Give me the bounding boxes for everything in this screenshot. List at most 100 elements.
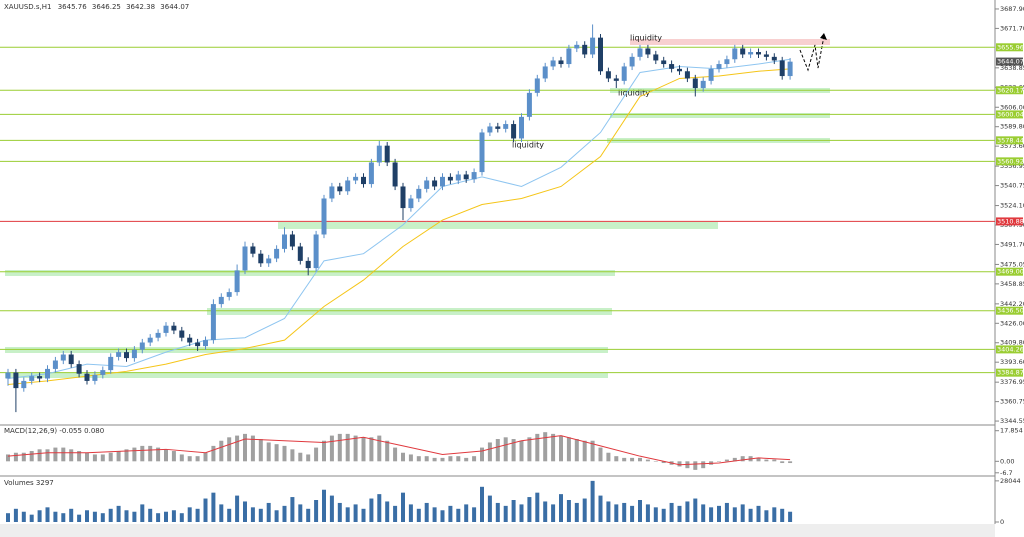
candle-body — [195, 342, 201, 347]
candle-body — [400, 186, 406, 209]
bar — [45, 449, 50, 462]
chart-title: XAUUSD.s,H1 3645.76 3646.25 3642.38 3644… — [4, 3, 189, 11]
current-price-bg — [996, 57, 1023, 66]
candle-body — [250, 246, 256, 254]
candle-body — [5, 372, 11, 379]
bar — [622, 457, 627, 462]
bar — [551, 433, 556, 462]
bar — [566, 500, 571, 522]
candle-body — [732, 48, 738, 60]
y-tick-label: 3360.75 — [1000, 398, 1024, 406]
bar — [693, 461, 698, 470]
bar — [464, 504, 469, 522]
bar — [306, 454, 311, 462]
bar — [606, 501, 611, 522]
candle-body — [313, 234, 319, 269]
bar — [219, 504, 224, 522]
bar — [740, 504, 745, 522]
level-label: 3620.17 — [997, 86, 1024, 94]
bar — [511, 439, 516, 462]
candle-body — [147, 337, 153, 343]
level-label-bg — [996, 86, 1023, 95]
level-label: 3384.87 — [997, 369, 1024, 377]
bar — [92, 511, 97, 522]
candle-body — [447, 176, 453, 181]
bar — [653, 507, 658, 522]
bar — [645, 459, 650, 462]
bar — [179, 513, 184, 522]
bar — [606, 452, 611, 462]
bar — [13, 452, 18, 462]
current-price-label: 3644.07 — [997, 58, 1024, 66]
level-label: 3469.00 — [997, 268, 1024, 276]
bar — [764, 510, 769, 522]
y-tick-label: 3458.85 — [1000, 280, 1024, 288]
bar — [329, 495, 334, 522]
bar — [495, 502, 500, 522]
level-label: 3404.26 — [997, 345, 1024, 353]
bar — [227, 508, 232, 522]
bar — [527, 437, 532, 462]
bar — [314, 500, 319, 522]
demand-zone — [5, 373, 608, 378]
bar — [298, 452, 303, 462]
candle-body — [37, 376, 43, 379]
candle-body — [155, 332, 161, 338]
bar — [788, 511, 793, 522]
bar — [614, 504, 619, 522]
candle-body — [187, 337, 193, 343]
bar — [780, 461, 785, 464]
bar — [717, 505, 721, 522]
candle-body — [84, 373, 90, 381]
bar — [108, 452, 113, 462]
candle-body — [724, 59, 730, 65]
candle-body — [266, 258, 272, 264]
bar — [179, 454, 184, 462]
bar — [416, 508, 421, 522]
bar — [282, 445, 287, 462]
bar — [361, 437, 366, 462]
candle-body — [226, 292, 232, 297]
bar — [329, 435, 334, 462]
bar — [148, 508, 153, 522]
bar — [622, 502, 627, 522]
bar — [100, 454, 105, 462]
bar — [472, 507, 477, 522]
bar — [148, 445, 153, 462]
bar — [61, 447, 66, 462]
bar — [29, 514, 34, 522]
bar — [266, 502, 271, 522]
candle-body — [124, 352, 129, 359]
candle-body — [100, 370, 106, 375]
bar — [740, 456, 745, 462]
candle-body — [21, 380, 27, 389]
candle-body — [45, 368, 50, 379]
candle-body — [495, 126, 501, 129]
demand-zone — [5, 347, 608, 353]
candle-body — [321, 198, 327, 235]
bar — [274, 444, 279, 462]
y-tick-label: 3491.70 — [1000, 240, 1024, 248]
level-label: 3600.04 — [997, 110, 1024, 118]
quote-open: 3645.76 — [58, 3, 87, 11]
candle-body — [787, 61, 793, 77]
bar — [582, 440, 587, 462]
bar — [401, 492, 405, 522]
y-tick-label: 3573.60 — [1000, 142, 1024, 150]
candle-body — [526, 92, 532, 117]
y-tick-label: 3409.80 — [1000, 339, 1024, 347]
candle-body — [29, 376, 35, 381]
candle-body — [289, 234, 295, 247]
bar — [748, 508, 753, 522]
y-tick-label: 3589.80 — [1000, 123, 1024, 131]
candle-body — [163, 325, 169, 333]
bar — [464, 457, 469, 462]
annotation: liquidity — [630, 34, 662, 43]
panel-title: Volumes 3297 — [4, 479, 54, 487]
bar — [519, 440, 524, 462]
level-label-bg — [996, 43, 1023, 52]
candle-body — [542, 66, 548, 79]
candle-body — [392, 162, 398, 187]
y-tick-label: 0 — [1000, 518, 1004, 526]
bar — [653, 461, 658, 462]
